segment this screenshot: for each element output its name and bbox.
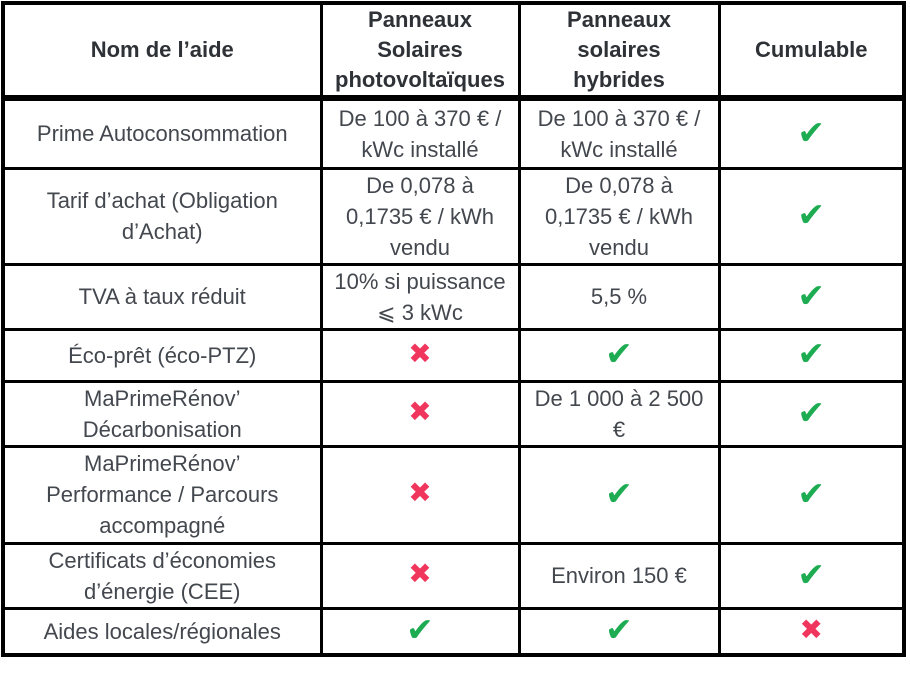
row-maprimerenov-decarbonisation: MaPrimeRénov’ Décarbonisation ✖ De 1 000…: [1, 379, 906, 448]
header-cumulable: Cumulable: [717, 1, 906, 101]
cumulable-cell: ✔: [717, 166, 906, 266]
aid-name-cell: MaPrimeRénov’ Performance / Parcours acc…: [1, 444, 323, 545]
hybrid-value-cell: De 100 à 370 € / kWc installé: [517, 96, 721, 170]
check-icon: ✔: [797, 473, 826, 513]
header-pv-panels: Panneaux Solaires photovoltaïques: [319, 1, 521, 101]
check-icon: ✔: [605, 473, 633, 513]
row-tva-taux-reduit: TVA à taux réduit 10% si puissance ⩽ 3 k…: [1, 262, 906, 331]
check-icon: ✔: [605, 610, 633, 650]
cross-icon: ✖: [408, 557, 432, 590]
cumulable-cell: ✔: [717, 444, 906, 545]
hybrid-value-cell: Environ 150 €: [517, 541, 721, 610]
check-icon: ✔: [797, 275, 826, 315]
aid-name-cell: MaPrimeRénov’ Décarbonisation: [1, 379, 323, 448]
pv-value-cell: 10% si puissance ⩽ 3 kWc: [319, 262, 521, 331]
cross-icon: ✖: [799, 612, 823, 646]
hybrid-value-cell: 5,5 %: [517, 262, 721, 331]
check-icon: ✔: [797, 554, 826, 594]
check-icon: ✔: [797, 392, 826, 432]
hybrid-value-cell: ✔: [517, 606, 721, 657]
cross-icon: ✖: [408, 395, 432, 428]
hybrid-value-cell: ✔: [517, 327, 721, 383]
aid-comparison-table: Nom de l’aide Panneaux Solaires photovol…: [1, 1, 906, 657]
check-icon: ✔: [797, 112, 826, 152]
aid-name-cell: Certificats d’économies d’énergie (CEE): [1, 541, 323, 610]
hybrid-value-cell: De 0,078 à 0,1735 € / kWh vendu: [517, 166, 721, 266]
cumulable-cell: ✔: [717, 262, 906, 331]
row-maprimerenov-performance: MaPrimeRénov’ Performance / Parcours acc…: [1, 444, 906, 545]
cross-icon: ✖: [408, 476, 432, 509]
cumulable-cell: ✔: [717, 541, 906, 610]
pv-value-cell: De 100 à 370 € / kWc installé: [319, 96, 521, 170]
hybrid-value-cell: De 1 000 à 2 500 €: [517, 379, 721, 448]
header-hybrid-panels: Panneaux solaires hybrides: [517, 1, 721, 101]
header-row: Nom de l’aide Panneaux Solaires photovol…: [1, 1, 906, 101]
cumulable-cell: ✔: [717, 96, 906, 170]
aid-name-cell: Tarif d’achat (Obligation d’Achat): [1, 166, 323, 266]
row-aides-locales: Aides locales/régionales ✔ ✔ ✖: [1, 606, 906, 657]
pv-value-cell: De 0,078 à 0,1735 € / kWh vendu: [319, 166, 521, 266]
row-eco-pret: Éco-prêt (éco-PTZ) ✖ ✔ ✔: [1, 327, 906, 383]
header-aid-name: Nom de l’aide: [1, 1, 323, 101]
pv-value-cell: ✖: [319, 444, 521, 545]
aid-name-cell: Éco-prêt (éco-PTZ): [1, 327, 323, 383]
pv-value-cell: ✖: [319, 541, 521, 610]
row-certificats-cee: Certificats d’économies d’énergie (CEE) …: [1, 541, 906, 610]
cumulable-cell: ✖: [717, 606, 906, 657]
pv-value-cell: ✔: [319, 606, 521, 657]
pv-value-cell: ✖: [319, 379, 521, 448]
cumulable-cell: ✔: [717, 327, 906, 383]
row-prime-autoconsommation: Prime Autoconsommation De 100 à 370 € / …: [1, 96, 906, 170]
cross-icon: ✖: [408, 336, 432, 370]
pv-value-cell: ✖: [319, 327, 521, 383]
check-icon: ✔: [797, 334, 826, 373]
aid-name-cell: TVA à taux réduit: [1, 262, 323, 331]
check-icon: ✔: [406, 610, 434, 650]
aid-name-cell: Aides locales/régionales: [1, 606, 323, 657]
cumulable-cell: ✔: [717, 379, 906, 448]
aid-name-cell: Prime Autoconsommation: [1, 96, 323, 170]
row-tarif-achat: Tarif d’achat (Obligation d’Achat) De 0,…: [1, 166, 906, 266]
check-icon: ✔: [605, 334, 633, 373]
hybrid-value-cell: ✔: [517, 444, 721, 545]
check-icon: ✔: [797, 195, 826, 234]
